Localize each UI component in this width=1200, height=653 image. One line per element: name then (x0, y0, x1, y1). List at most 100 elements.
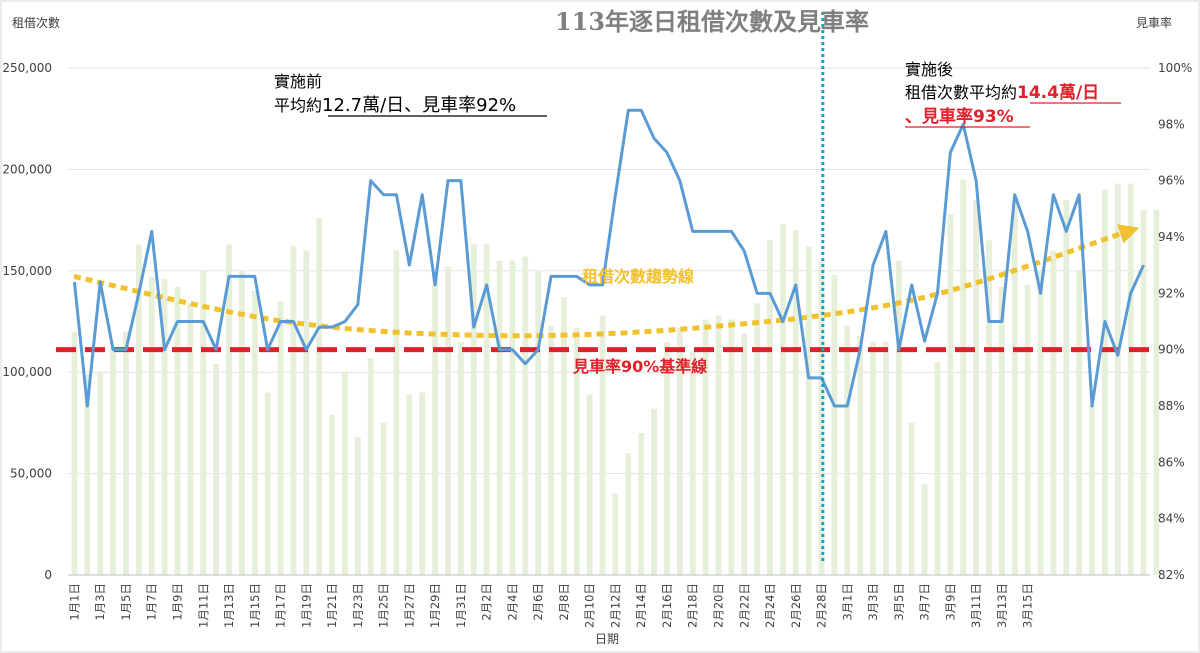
annotation-before-prefix: 平均約 (274, 96, 322, 115)
bar-rentals (831, 274, 838, 575)
bar-rentals (496, 260, 503, 575)
bar-rentals (135, 244, 142, 575)
x-tick-label: 1月7日 (145, 583, 159, 621)
bar-rentals (818, 260, 825, 575)
bar-rentals (329, 414, 335, 575)
y-tick-label: 250,000 (2, 61, 52, 75)
bar-rentals (123, 331, 129, 575)
x-axis-title: 日期 (595, 632, 619, 646)
bar-rentals (947, 214, 954, 576)
bar-rentals (857, 335, 864, 575)
y-tick-label: 200,000 (2, 162, 52, 176)
x-tick-label: 2月18日 (686, 583, 700, 628)
bar-rentals (1153, 209, 1160, 575)
bar-rentals (870, 341, 876, 575)
bar-rentals (251, 291, 258, 575)
bar-rentals (960, 179, 967, 576)
bar-rentals (110, 347, 116, 575)
bar-rentals (586, 394, 593, 575)
bar-rentals (664, 341, 670, 575)
annotation-after-value1: 14.4萬/日 (1017, 82, 1099, 103)
trend-arrow-head (1117, 224, 1140, 244)
bar-rentals (509, 260, 516, 575)
bar-rentals (921, 483, 928, 575)
x-tick-label: 2月8日 (557, 583, 571, 621)
bar-rentals (264, 392, 271, 575)
bar-rentals (483, 244, 490, 575)
bar-rentals (986, 240, 992, 575)
y2-tick-label: 98% (1158, 117, 1185, 131)
trend-group (73, 224, 1140, 339)
x-tick-label: 1月1日 (67, 583, 81, 621)
bar-rentals (457, 341, 464, 575)
bar-rentals (393, 250, 400, 575)
x-tick-label: 2月14日 (634, 583, 648, 628)
bar-rentals (174, 287, 181, 575)
bar-rentals (1063, 199, 1070, 575)
bar-rentals (277, 301, 284, 575)
bar-rentals (342, 372, 348, 575)
annotation-after-title: 實施後 (905, 60, 953, 79)
bar-rentals (998, 287, 1005, 575)
bar-rentals (200, 270, 207, 575)
bar-rentals (445, 266, 451, 575)
x-tick-label: 1月17日 (274, 583, 288, 628)
bar-rentals (1076, 270, 1083, 575)
bar-rentals (1037, 270, 1044, 575)
bar-rentals (651, 408, 657, 575)
x-tick-label: 1月11日 (196, 583, 210, 628)
x-tick-label: 2月10日 (583, 583, 597, 628)
bar-rentals (548, 325, 554, 575)
bar-rentals (767, 240, 773, 575)
bar-rentals (406, 394, 413, 575)
bar-rentals (561, 297, 567, 575)
x-tick-label: 2月16日 (660, 583, 674, 628)
x-tick-label: 1月5日 (119, 583, 133, 621)
trend-line-label: 租借次數趨勢線 (582, 267, 694, 286)
bar-rentals (432, 270, 439, 575)
x-tick-label: 3月3日 (866, 583, 880, 621)
annotation-after-line1: 租借次數平均約14.4萬/日 (905, 82, 1099, 103)
x-tick-label: 3月1日 (840, 583, 854, 621)
bar-rentals (973, 199, 980, 575)
x-tick-label: 2月2日 (480, 583, 494, 621)
bar-rentals (213, 364, 220, 575)
bar-rentals (612, 493, 619, 575)
bar-rentals (895, 260, 902, 575)
y2-axis-title: 見車率 (1136, 15, 1172, 30)
y2-tick-label: 88% (1158, 399, 1185, 413)
bar-rentals (161, 278, 168, 575)
x-tick-label: 1月3日 (93, 583, 107, 621)
bar-rentals (934, 362, 941, 575)
baseline-label: 見車率90%基準線 (572, 357, 707, 376)
bar-rentals (805, 246, 812, 576)
y-axis-title: 租借次數 (12, 16, 60, 30)
bar-rentals (779, 224, 786, 575)
bar-rentals (908, 422, 915, 575)
bar-rentals (702, 319, 709, 575)
x-tick-label: 3月9日 (943, 583, 957, 621)
bar-rentals (1089, 404, 1095, 575)
x-tick-label: 3月11日 (969, 583, 983, 628)
x-tick-label: 1月31日 (454, 583, 468, 628)
x-tick-label: 2月24日 (763, 583, 777, 628)
bar-rentals (1024, 284, 1031, 575)
bar-series-rentals (71, 179, 1160, 576)
x-tick-label: 1月27日 (402, 583, 416, 628)
annotation-after-value2: 、見車率93% (905, 106, 1014, 127)
bar-rentals (676, 327, 683, 575)
bar-rentals (1140, 209, 1147, 575)
bar-rentals (316, 218, 323, 575)
axes-group: 0 50,000 100,000 150,000 200,000 250,000 82% 84… (2, 61, 1192, 628)
x-tick-label: 1月19日 (299, 583, 313, 628)
x-tick-label: 3月15日 (1021, 583, 1035, 628)
x-tick-label: 2月20日 (711, 583, 725, 628)
bar-rentals (522, 256, 529, 575)
bar-rentals (238, 270, 245, 575)
chart-title: 113年逐日租借次數及見車率 (555, 7, 869, 36)
x-tick-label: 1月15日 (248, 583, 262, 628)
bar-rentals (470, 244, 477, 575)
bar-rentals (1011, 199, 1018, 575)
